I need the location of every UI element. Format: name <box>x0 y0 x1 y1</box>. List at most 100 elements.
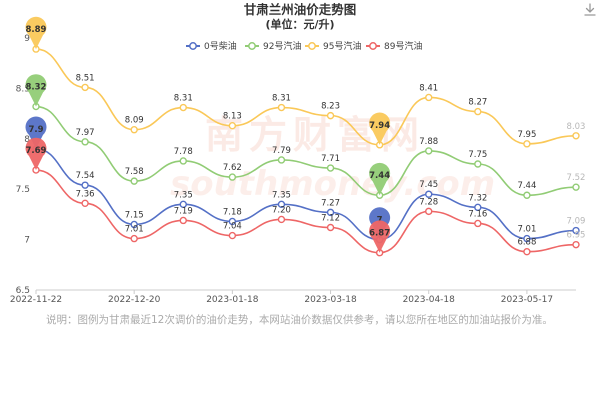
data-point[interactable] <box>130 234 138 243</box>
data-point[interactable] <box>425 207 433 216</box>
data-point[interactable] <box>572 183 580 191</box>
legend-swatch-dot <box>369 42 377 50</box>
marker-pin-shape <box>369 112 391 145</box>
data-point[interactable] <box>523 247 531 256</box>
data-point[interactable] <box>81 83 89 92</box>
data-label: 7.58 <box>125 167 144 177</box>
data-label: 7.35 <box>272 190 291 200</box>
data-point[interactable] <box>572 132 580 140</box>
data-point[interactable] <box>277 156 286 164</box>
data-label: 7.01 <box>125 225 144 235</box>
y-tick-label: 7.5 <box>16 185 30 195</box>
data-point[interactable] <box>130 177 138 185</box>
data-label: 6.88 <box>517 238 536 248</box>
data-label: 7.79 <box>272 146 291 156</box>
x-tick-label: 2023-03-18 <box>304 295 357 305</box>
data-point[interactable] <box>81 138 89 146</box>
data-point[interactable] <box>228 121 237 130</box>
download-icon[interactable] <box>582 2 598 18</box>
x-tick-label: 2023-04-18 <box>403 295 456 305</box>
data-point[interactable] <box>277 103 286 112</box>
data-label: 7.88 <box>419 137 438 147</box>
y-tick-label: 9 <box>24 34 30 44</box>
data-label: 8.03 <box>567 122 586 132</box>
marker-pin[interactable]: 7.94 <box>369 112 391 145</box>
legend-item[interactable]: 95号汽油 <box>305 40 361 52</box>
data-label: 8.27 <box>468 98 487 108</box>
marker-pin-shape <box>369 162 391 196</box>
data-label: 7.78 <box>174 147 193 157</box>
data-point[interactable] <box>277 200 286 209</box>
data-point[interactable] <box>326 164 335 172</box>
marker-pin-label: 7.9 <box>28 125 43 135</box>
data-point[interactable] <box>130 126 138 134</box>
data-point[interactable] <box>81 181 89 189</box>
y-tick-label: 8.5 <box>16 84 30 94</box>
legend-label: 89号汽油 <box>384 40 422 52</box>
data-point[interactable] <box>326 223 335 232</box>
data-point[interactable] <box>523 140 531 148</box>
data-label: 7.09 <box>567 217 586 227</box>
marker-pin[interactable]: 7.44 <box>369 162 391 196</box>
data-point[interactable] <box>179 200 187 209</box>
data-label: 7.95 <box>517 130 536 140</box>
data-label: 7.20 <box>272 205 291 215</box>
data-label: 7.44 <box>517 181 536 191</box>
legend-label: 95号汽油 <box>323 40 361 52</box>
data-label: 7.45 <box>419 180 438 190</box>
data-point[interactable] <box>474 219 482 228</box>
data-point[interactable] <box>572 240 580 249</box>
data-point[interactable] <box>179 157 187 165</box>
data-point[interactable] <box>326 208 335 217</box>
marker-pin[interactable]: 7.69 <box>25 137 47 171</box>
data-point[interactable] <box>228 231 237 240</box>
data-label: 7.15 <box>125 210 144 220</box>
legend-item[interactable]: 92号汽油 <box>245 40 301 52</box>
data-point[interactable] <box>474 203 482 212</box>
legend-label: 92号汽油 <box>263 40 301 52</box>
data-point[interactable] <box>277 215 286 224</box>
marker-pin-label: 8.89 <box>26 25 47 35</box>
y-tick-label: 6.5 <box>16 286 30 296</box>
marker-pin-label: 7.44 <box>369 171 390 181</box>
legend-item[interactable]: 89号汽油 <box>366 40 422 52</box>
data-label: 7.27 <box>321 198 340 208</box>
data-point[interactable] <box>474 107 482 116</box>
legend-label: 0号柴油 <box>204 40 237 52</box>
data-label: 7.75 <box>468 150 487 160</box>
marker-pin[interactable]: 6.87 <box>369 220 390 253</box>
marker-pin-layer: 7.978.327.448.897.947.696.87 <box>25 16 391 253</box>
data-label: 8.09 <box>125 116 144 126</box>
data-label: 7.28 <box>419 197 438 207</box>
data-point[interactable] <box>523 191 531 199</box>
marker-pin[interactable]: 7.9 <box>25 116 47 149</box>
data-point[interactable] <box>81 199 89 208</box>
x-tick-label: 2023-05-17 <box>501 295 553 305</box>
data-point[interactable] <box>228 173 237 181</box>
data-point[interactable] <box>474 160 482 168</box>
data-point[interactable] <box>425 190 433 198</box>
data-point[interactable] <box>425 93 433 102</box>
chart-subtitle: (单位：元/升) <box>265 17 334 31</box>
data-label: 8.31 <box>174 94 193 104</box>
chart-legend: 0号柴油 92号汽油 95号汽油 89号汽油 <box>186 40 422 52</box>
marker-pin-label: 8.32 <box>26 83 47 93</box>
data-point[interactable] <box>425 147 433 155</box>
data-label: 7.18 <box>223 207 242 217</box>
data-point[interactable] <box>130 220 138 229</box>
legend-item[interactable]: 0号柴油 <box>186 40 237 52</box>
data-label: 7.36 <box>76 189 95 199</box>
marker-pin-label: 6.87 <box>369 229 390 239</box>
legend-swatch-dot <box>248 42 256 50</box>
data-label: 7.12 <box>321 214 340 224</box>
marker-pin[interactable]: 8.32 <box>25 74 47 107</box>
data-point[interactable] <box>179 103 187 112</box>
marker-pin[interactable]: 8.89 <box>25 16 47 50</box>
data-point[interactable] <box>523 234 531 243</box>
data-label: 7.62 <box>223 163 242 173</box>
data-point[interactable] <box>572 226 580 235</box>
y-axis: 6.5 7 7.5 8 8.5 9 <box>16 34 31 296</box>
data-point[interactable] <box>326 111 335 120</box>
data-point[interactable] <box>228 217 237 226</box>
data-point[interactable] <box>179 216 187 225</box>
